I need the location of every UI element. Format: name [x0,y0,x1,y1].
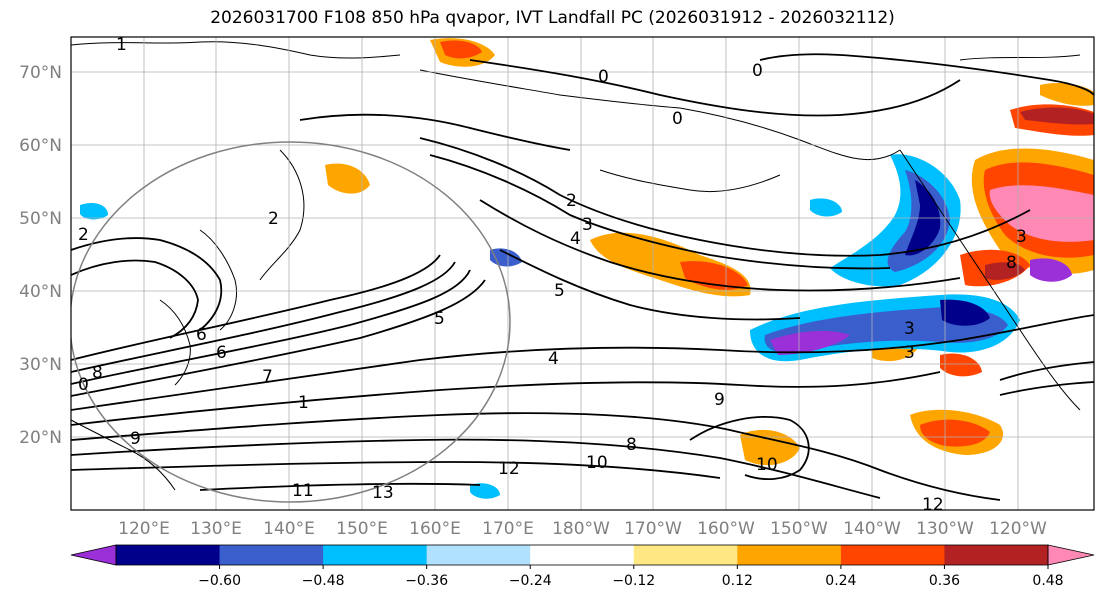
contour-label: 3 [1016,227,1027,247]
landfall-circle [71,141,511,503]
colorbar-swatch [944,545,1049,565]
contour-label: 0 [598,67,609,87]
contour-labels: 1 2 2 0 0 0 2 3 4 5 5 4 3 9 8 10 12 11 1… [78,35,1027,515]
contour-label: 5 [554,281,565,301]
contour-label: 6 [196,325,207,345]
colorbar-tick-label: 0.48 [1032,573,1063,589]
latitude-label: 30°N [19,355,62,375]
longitude-label: 150°W [770,519,828,539]
contour-label: 8 [92,363,103,383]
latitude-labels: 70°N 60°N 50°N 40°N 30°N 20°N [19,63,62,448]
latitude-label: 40°N [19,282,62,302]
map-frame [70,36,1095,511]
colorbar-tick-label: −0.36 [405,573,448,589]
contour-label: 2 [566,191,577,211]
longitude-label: 160°E [409,519,461,539]
contour-label: 8 [626,435,637,455]
ivt-contours [71,53,1094,501]
coastlines [71,41,1081,491]
contour-label: 0 [78,375,89,395]
contour-label: 8 [1006,253,1017,273]
colorbar-outline [115,544,1049,566]
contour-label: 0 [752,61,763,81]
contour-label: 4 [548,349,559,369]
latitude-label: 50°N [19,209,62,229]
contour-label: 3 [904,319,915,339]
longitude-labels: 120°E 130°E 140°E 150°E 160°E 170°E 180°… [118,519,1047,539]
colorbar-extend-max [1047,544,1095,566]
colorbar-swatch [633,545,738,565]
map-title: 2026031700 F108 850 hPa qvapor, IVT Land… [210,8,895,28]
negative-anomaly-shading [80,154,1072,499]
longitude-label: 120°E [118,519,170,539]
contour-label: 1 [298,393,309,413]
colorbar-swatch [116,545,221,565]
contour-label: 5 [434,309,445,329]
map-content: 1 2 2 0 0 0 2 3 4 5 5 4 3 9 8 10 12 11 1… [71,35,1094,515]
longitude-label: 130°E [190,519,242,539]
contour-label: 6 [216,343,227,363]
longitude-label: 180°W [552,519,610,539]
colorbar-swatch [426,545,531,565]
colorbar: −0.60 −0.48 −0.36 −0.24 −0.12 0.12 0.24 0.36 0.4… [70,544,1095,589]
contour-label: 0 [672,109,683,129]
colorbar-tick-label: 0.24 [825,573,856,589]
colorbar-tick-label: −0.24 [509,573,552,589]
contour-label: 12 [922,495,944,515]
latitude-label: 60°N [19,136,62,156]
latitude-label: 20°N [19,428,62,448]
colorbar-tick-label: 0.36 [929,573,960,589]
colorbar-ticks: −0.60 −0.48 −0.36 −0.24 −0.12 0.12 0.24 0.36 0.4… [198,565,1064,589]
latitude-label: 70°N [19,63,62,83]
colorbar-extend-min [70,544,117,566]
contour-label: 10 [756,455,778,475]
colorbar-tick-label: 0.12 [722,573,753,589]
longitude-label: 140°E [263,519,315,539]
colorbar-swatch [530,545,635,565]
longitude-label: 160°W [697,519,755,539]
colorbar-tick-label: −0.48 [302,573,345,589]
colorbar-swatch [219,545,324,565]
colorbar-swatch [737,545,842,565]
contour-label: 13 [372,483,394,503]
contour-label: 1 [116,35,127,55]
contour-label: 12 [498,459,520,479]
contour-label: 4 [570,229,581,249]
longitude-label: 140°W [843,519,901,539]
longitude-label: 120°W [989,519,1047,539]
contour-label: 10 [586,453,608,473]
contour-label: 11 [292,481,314,501]
contour-label: 2 [78,225,89,245]
contour-label: 9 [714,390,725,410]
colorbar-swatches [70,544,1095,566]
contour-label: 3 [582,215,593,235]
contour-label: 3 [904,343,915,363]
longitude-label: 150°E [336,519,388,539]
contour-label: 9 [130,429,141,449]
colorbar-tick-label: −0.60 [198,573,241,589]
longitude-label: 130°W [916,519,974,539]
longitude-label: 170°E [482,519,534,539]
colorbar-tick-label: −0.12 [612,573,655,589]
longitude-label: 170°W [624,519,682,539]
contour-label: 2 [268,209,279,229]
graticule [71,37,1094,510]
contour-label: 7 [262,367,273,387]
colorbar-swatch [840,545,945,565]
colorbar-swatch [323,545,428,565]
